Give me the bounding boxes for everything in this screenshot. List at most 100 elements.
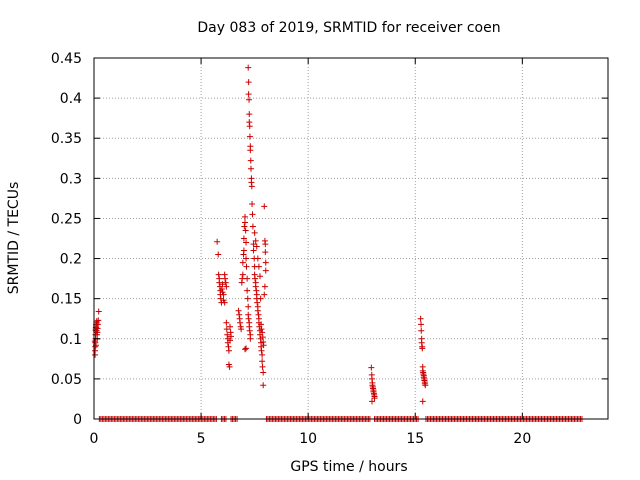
data-point [247,335,254,342]
data-point [224,331,231,338]
grid [94,58,608,419]
data-point [419,398,426,405]
data-point [262,267,269,274]
data-point [237,319,244,326]
y-axis-label: SRMTID / TECUs [6,182,22,295]
chart-title: Day 083 of 2019, SRMTID for receiver coe… [197,20,500,36]
data-point [228,333,235,340]
data-point [258,347,265,354]
data-point [250,241,257,248]
data-point [259,358,266,365]
data-point [417,315,424,322]
data-point [246,327,253,334]
data-point [247,165,254,172]
data-point [261,203,268,210]
data-point [241,346,248,353]
y-tick-label: 0 [73,412,82,428]
data-point [257,295,264,302]
data-point [226,363,233,370]
x-tick-label: 10 [299,431,317,447]
data-point [221,299,228,306]
data-point [214,238,221,245]
data-point [238,326,245,333]
data-point [226,323,233,330]
data-point [93,318,100,325]
data-point [235,307,242,314]
data-point [250,247,257,254]
data-point [243,239,250,246]
data-point [245,303,252,310]
x-tick-label: 5 [197,431,206,447]
data-point [260,342,267,349]
x-tick-label: 0 [90,431,99,447]
data-point [223,326,230,333]
data-point [245,91,252,98]
x-tick-label: 15 [406,431,424,447]
data-point [95,308,102,315]
data-point [222,275,229,282]
data-point [241,213,248,220]
data-point [219,281,226,288]
data-point [259,329,266,336]
data-point [254,299,261,306]
y-tick-label: 0.3 [60,171,82,187]
data-point [218,286,225,293]
data-point [418,327,425,334]
y-tick-label: 0.4 [60,91,82,107]
data-point [239,259,246,266]
data-point [249,223,256,230]
plot-frame [93,57,609,420]
data-point [253,243,260,250]
data-point [244,287,251,294]
data-point [371,395,378,402]
y-tick-label: 0.45 [51,51,82,67]
data-point [254,307,261,314]
data-point [226,337,233,344]
data-point [222,279,229,286]
data-point [261,291,268,298]
data-point [256,273,263,280]
data-point [260,382,267,389]
data-point [260,369,267,376]
data-point [244,295,251,302]
data-point [245,64,252,71]
data-point [216,279,223,286]
data-point [245,79,252,86]
data-point [419,345,426,352]
data-point [254,255,261,262]
data-point [262,241,269,248]
data-point [246,111,253,118]
y-tick-label: 0.15 [51,292,82,308]
data-point [225,347,232,354]
data-point [249,201,256,208]
data-point [252,237,259,244]
data-point [248,183,255,190]
data-point [243,255,250,262]
data-point [368,364,375,371]
data-point [223,319,230,326]
data-point [261,283,268,290]
data-point [240,247,247,254]
data-point [422,382,429,389]
data-point [246,133,253,140]
x-tick-label: 20 [513,431,531,447]
data-point [249,211,256,218]
data-point [242,227,249,234]
x-axis-label: GPS time / hours [290,459,407,475]
y-tick-label: 0.35 [51,131,82,147]
data-point [220,291,227,298]
data-point [262,249,269,256]
data-point [368,398,375,405]
data-point [255,263,262,270]
data-point [418,321,425,328]
data-point [240,235,247,242]
y-tick-label: 0.05 [51,372,82,388]
y-tick-label: 0.2 [60,252,82,268]
data-point [243,263,250,270]
data-point [241,219,248,226]
data-point [239,271,246,278]
data-point [259,351,266,358]
data-point [258,326,265,333]
tick-labels: 0 0.05 0.1 0.15 0.2 0.25 0.3 0.35 0.4 0.45 0 5 10 15 2… [51,51,531,447]
